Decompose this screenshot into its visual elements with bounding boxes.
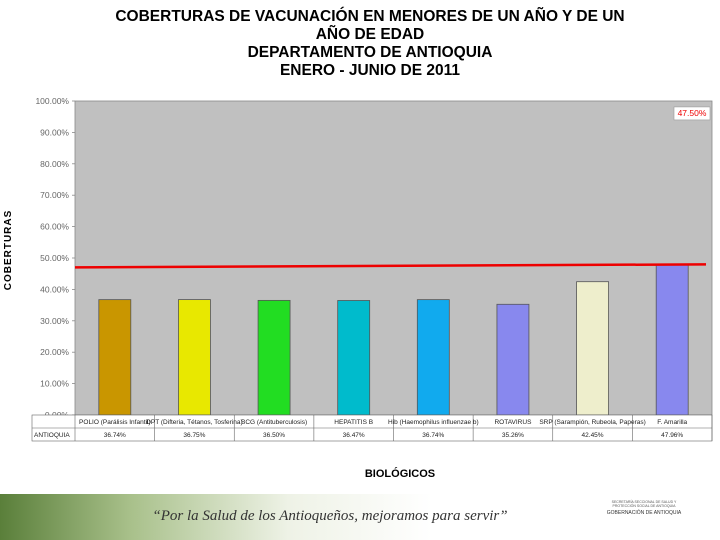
x-category-label: ROTAVIRUS [494,419,532,426]
government-seal: SECRETARÍA SECCIONAL DE SALUD Y PROTECCI… [604,496,684,536]
bar [655,264,689,416]
data-value-label: 42.45% [582,432,604,439]
y-axis-label: COBERTURAS [3,209,14,291]
government-name: GOBERNACIÓN DE ANTIOQUIA [606,510,682,516]
data-value-label: 36.74% [422,432,444,439]
title-line-2: AÑO DE EDAD [315,26,425,43]
reference-label: 47.50% [678,108,707,118]
x-category-label: F. Amarilla [657,419,687,426]
y-tick-label: 90.00% [40,127,69,137]
footer-slogan: “Por la Salud de los Antioqueños, mejora… [152,508,508,524]
y-tick-label: 30.00% [40,316,69,326]
y-tick-label: 20.00% [40,347,69,357]
x-category-label: DPT (Difteria, Tétanos, Tosferina) [146,419,242,426]
x-category-label: SRP (Sarampión, Rubeola, Paperas) [539,419,645,426]
data-value-label: 36.75% [183,432,205,439]
bar [98,299,132,416]
x-axis-label: BIOLÓGICOS [364,468,436,480]
title-line-4: ENERO - JUNIO DE 2011 [279,62,461,79]
bar-chart: 0.00%10.00%20.00%30.00%40.00%50.00%60.00… [31,96,713,442]
chart-title: COBERTURAS DE VACUNACIÓN EN MENORES DE U… [60,8,680,80]
data-value-label: 47.96% [661,432,683,439]
y-tick-label: 80.00% [40,159,69,169]
footer-banner [0,494,720,540]
plot-area [74,100,713,416]
y-tick-label: 40.00% [40,284,69,294]
y-tick-label: 10.00% [40,379,69,389]
data-value-label: 36.50% [263,432,285,439]
y-tick-label: 70.00% [40,190,69,200]
data-value-label: 36.47% [343,432,365,439]
title-line-1: COBERTURAS DE VACUNACIÓN EN MENORES DE U… [115,8,625,25]
x-category-label: Hib (Haemophilus influenzae b) [388,419,479,426]
table-series-name: ANTIOQUIA [34,432,70,439]
y-tick-label: 100.00% [35,96,69,106]
data-value-label: 35.26% [502,432,524,439]
reference-label-box [673,106,711,121]
bar [416,299,450,416]
bar [496,303,530,416]
x-category-label: POLIO (Parálisis Infantil) [79,419,151,426]
title-line-3: DEPARTAMENTO DE ANTIOQUIA [247,44,493,61]
bar [337,300,371,416]
seal-small-text: SECRETARÍA SECCIONAL DE SALUD Y PROTECCI… [611,500,677,508]
y-tick-label: 60.00% [40,222,69,232]
x-category-label: HEPATITIS B [334,419,373,426]
bar [178,299,211,416]
bar [576,281,609,416]
bar [257,299,291,416]
reference-line [74,263,707,269]
y-tick-label: 50.00% [40,253,69,263]
data-value-label: 36.74% [104,432,126,439]
x-category-label: BCG (Antituberculosis) [241,419,307,426]
